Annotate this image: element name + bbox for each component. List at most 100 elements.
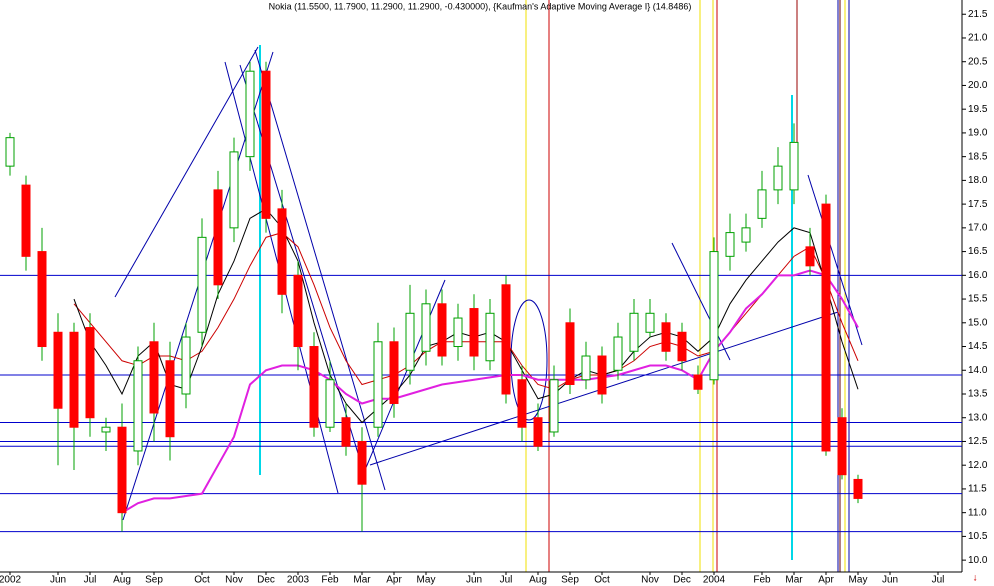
candle-body [437,303,447,357]
candle-body [277,208,287,295]
candle-body [69,331,79,428]
candle-body [581,355,591,381]
candle-body [421,303,431,352]
trend-line [671,242,731,361]
candle-body [309,346,319,428]
trend-line [239,64,361,461]
y-tick-label: 17.0 [968,222,988,233]
y-tick-label: 15.0 [968,317,988,328]
candle-body [725,232,735,257]
candle-body [821,203,831,452]
x-tick-label: Feb [753,575,771,586]
x-tick-label: Jul [500,575,513,586]
x-tick-label: Jul [932,575,945,586]
x-tick-label: 2002 [0,575,22,586]
y-tick-label: 17.5 [968,199,988,210]
candle-body [789,141,799,191]
x-tick-label: Apr [386,575,402,586]
candle-body [165,360,175,438]
candle-body [373,341,383,428]
y-tick-label: 13.0 [968,412,988,423]
candle-body [389,341,399,404]
x-tick-label: Feb [321,575,339,586]
x-tick-label: Apr [818,575,834,586]
candle-body [229,151,239,229]
candle-body [53,331,63,409]
y-tick-label: 20.0 [968,80,988,91]
x-tick-label: Jun [882,575,898,586]
candle-body [485,312,495,362]
trend-line [254,49,386,491]
candle-body [805,246,815,267]
candle-body [293,274,303,348]
x-tick-label: Dec [673,575,691,586]
x-tick-label: Jun [50,575,66,586]
x-tick-label: Mar [353,575,371,586]
y-tick-label: 19.0 [968,128,988,139]
x-tick-label: Jul [84,575,97,586]
candle-body [197,236,207,333]
candle-body [405,312,415,371]
y-tick-label: 12.0 [968,460,988,471]
x-tick-label: Aug [529,575,547,586]
y-tick-label: 18.5 [968,151,988,162]
candle-body [357,440,367,485]
x-tick-label: Mar [785,575,803,586]
x-tick-label: Sep [145,575,163,586]
candle-body [709,251,719,381]
candle-body [469,308,479,357]
candle-body [101,426,111,433]
candle-body [149,341,159,414]
y-tick-label: 16.5 [968,246,988,257]
y-tick-label: 13.5 [968,389,988,400]
y-tick-label: 21.0 [968,33,988,44]
candle-body [21,184,31,257]
candle-body [597,355,607,395]
candle-body [85,327,95,419]
x-tick-label: 2003 [287,575,310,586]
candle-body [341,417,351,447]
candle-body [5,137,15,167]
chart-title: Nokia (11.5500, 11.7900, 11.2900, 11.290… [269,1,692,11]
y-tick-label: 12.5 [968,436,988,447]
candle-body [757,189,767,219]
x-tick-label: May [849,575,868,586]
y-tick-label: 14.5 [968,341,988,352]
candle-body [261,70,271,219]
x-tick-label: May [417,575,436,586]
candle-body [533,417,543,447]
x-tick-label: Nov [641,575,659,586]
candle-body [325,379,335,428]
candle-body [501,284,511,395]
y-tick-label: 10.5 [968,531,988,542]
candle-body [661,322,671,352]
x-tick-label: Aug [113,575,131,586]
candle-body [565,322,575,385]
candle-body [37,251,47,348]
candle-body [517,379,527,428]
candle-body [133,360,143,452]
candle-body [117,426,127,514]
x-tick-label: 2004 [703,575,726,586]
candle-body [181,336,191,395]
x-tick-label: Oct [594,575,610,586]
y-tick-label: 14.0 [968,365,988,376]
y-tick-label: 11.0 [968,507,987,518]
candle-body [613,336,623,371]
candle-body [837,417,847,476]
x-tick-label: Dec [257,575,275,586]
y-tick-label: 16.0 [968,270,988,281]
y-tick-label: 21.5 [968,9,988,20]
x-tick-label: Nov [225,575,243,586]
y-tick-label: 15.5 [968,294,988,305]
candle-body [773,165,783,191]
x-tick-label: Sep [561,575,579,586]
y-tick-label: 18.0 [968,175,988,186]
candle-body [213,189,223,286]
moving-average [73,208,859,424]
moving-average [121,269,859,514]
ellipse [510,299,548,421]
candle-body [853,478,863,499]
candle-body [629,312,639,352]
